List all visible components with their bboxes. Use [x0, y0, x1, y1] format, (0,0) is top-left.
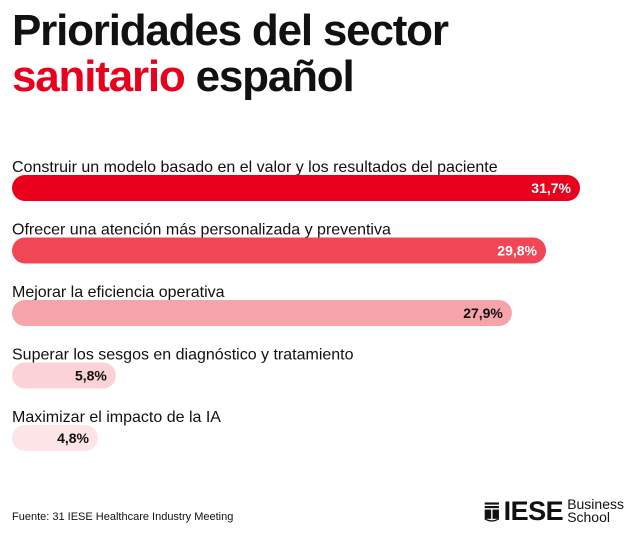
title-rest: español	[195, 52, 355, 101]
chart-title: Prioridades del sector sanitario español	[12, 6, 449, 101]
value-label: 31,7%	[531, 180, 571, 196]
bar-chart: Construir un modelo basado en el valor y…	[12, 159, 580, 451]
bar	[12, 362, 116, 389]
value-label: 27,9%	[463, 305, 503, 321]
bar	[12, 175, 580, 201]
bar	[12, 237, 546, 264]
category-label: Construir un modelo basado en el valor y…	[12, 159, 498, 176]
logo-subtitle-line-2: School	[567, 509, 610, 525]
iese-logo: IESE Business School	[484, 494, 624, 528]
bar	[12, 425, 98, 451]
value-label: 29,8%	[497, 243, 537, 259]
logo-subtitle: Business School	[567, 496, 624, 525]
category-label: Mejorar la eficiencia operativa	[12, 284, 225, 301]
iese-shield-icon	[484, 502, 499, 522]
category-label: Maximizar el impacto de la IA	[12, 409, 221, 426]
logo-wordmark: IESE	[503, 495, 564, 526]
category-label: Ofrecer una atención más personalizada y…	[12, 222, 391, 239]
value-label: 5,8%	[75, 368, 107, 384]
source-note: Fuente: 31 IESE Healthcare Industry Meet…	[12, 511, 234, 523]
category-label: Superar los sesgos en diagnóstico y trat…	[12, 347, 354, 364]
bar	[12, 300, 512, 326]
value-label: 4,8%	[57, 430, 89, 446]
title-accent-word: sanitario	[12, 52, 186, 101]
logo-subtitle-line-1: Business	[567, 496, 624, 512]
title-line-1: Prioridades del sector	[12, 6, 449, 55]
